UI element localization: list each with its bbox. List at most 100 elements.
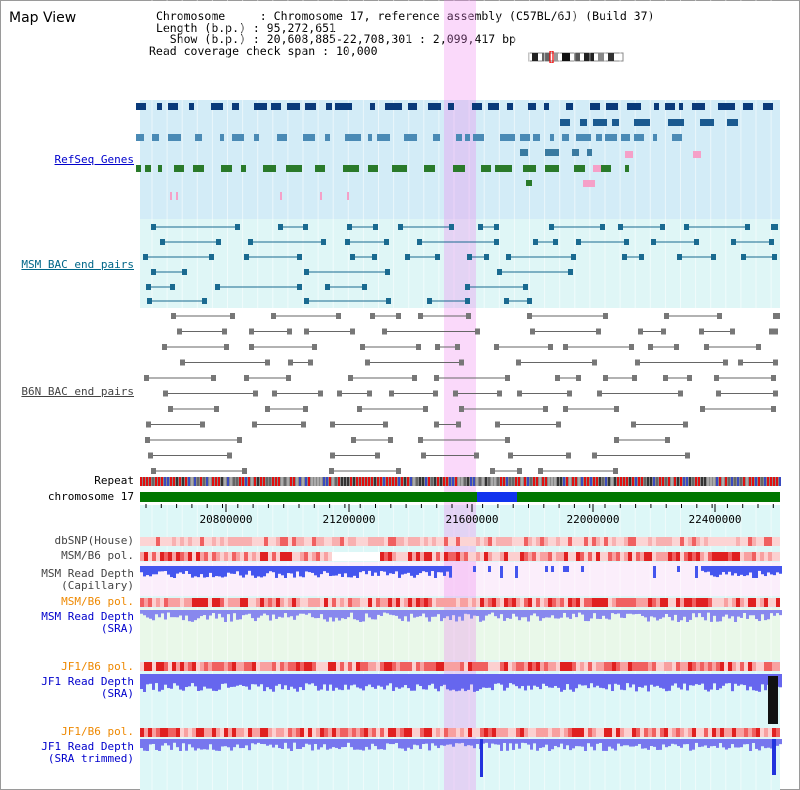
heat-cell xyxy=(452,552,456,561)
heat-cell xyxy=(440,552,444,561)
depth-bar xyxy=(209,674,212,689)
msm-read-depth-capillary-label: MSM Read Depth (Capillary) xyxy=(41,567,134,592)
heat-cell xyxy=(252,728,256,737)
heat-cell xyxy=(440,537,444,546)
heat-cell xyxy=(140,537,144,546)
depth-bar xyxy=(677,566,680,572)
repeat-element xyxy=(407,477,409,486)
gene-feature xyxy=(189,103,194,110)
bac-end xyxy=(530,328,535,335)
heat-cell xyxy=(700,552,704,561)
bac-end xyxy=(677,254,682,260)
depth-bar xyxy=(779,566,782,574)
heat-cell xyxy=(296,552,300,561)
bac-end xyxy=(465,284,470,290)
depth-bar xyxy=(707,610,710,613)
depth-bar xyxy=(674,674,677,684)
bac-end xyxy=(418,313,423,319)
refseq-genes-label[interactable]: RefSeq Genes xyxy=(54,153,134,166)
depth-bar xyxy=(281,674,284,690)
bac-end xyxy=(663,375,668,381)
heat-cell xyxy=(520,537,524,546)
heat-cell xyxy=(512,728,516,737)
depth-bar xyxy=(386,566,389,576)
depth-bar xyxy=(260,739,263,744)
depth-bar xyxy=(428,610,431,622)
heat-cell xyxy=(636,598,640,607)
heat-cell xyxy=(776,552,780,561)
bac-end xyxy=(508,452,513,459)
bac-end xyxy=(373,224,378,230)
depth-bar xyxy=(515,566,518,578)
depth-bar xyxy=(251,674,254,685)
gene-feature xyxy=(580,119,587,126)
heat-cell xyxy=(148,728,152,737)
repeat-element xyxy=(203,477,205,486)
heat-cell xyxy=(636,728,640,737)
repeat-element xyxy=(731,477,733,486)
heat-cell xyxy=(768,662,772,671)
depth-bar xyxy=(473,674,476,692)
heat-cell xyxy=(436,552,440,561)
bac-end xyxy=(566,452,571,459)
bac-end xyxy=(694,239,699,245)
gene-feature xyxy=(232,134,244,141)
depth-bar xyxy=(233,610,236,614)
gene-feature xyxy=(271,103,281,110)
depth-bar xyxy=(422,610,425,614)
depth-bar xyxy=(365,566,368,575)
heat-cell xyxy=(572,598,576,607)
gene-feature xyxy=(305,103,316,110)
depth-bar xyxy=(215,739,218,751)
heat-cell xyxy=(728,537,732,546)
heat-cell xyxy=(228,537,232,546)
depth-bar xyxy=(314,610,317,619)
heat-cell xyxy=(684,537,688,546)
repeat-element xyxy=(491,477,493,486)
heat-cell xyxy=(192,728,196,737)
repeat-element xyxy=(464,477,466,486)
heat-cell xyxy=(724,728,728,737)
depth-bar xyxy=(572,674,575,692)
bac-end xyxy=(336,313,341,319)
depth-bar xyxy=(728,739,731,749)
depth-bar xyxy=(380,610,383,616)
bac-end xyxy=(555,375,560,381)
depth-bar xyxy=(467,610,470,615)
heat-cell xyxy=(648,728,652,737)
heat-cell xyxy=(208,537,212,546)
heat-cell xyxy=(184,552,188,561)
repeat-element xyxy=(698,477,700,486)
heat-cell xyxy=(560,728,564,737)
depth-bar xyxy=(446,674,449,690)
bac-end xyxy=(773,313,778,319)
heat-cell xyxy=(356,662,360,671)
heat-cell xyxy=(464,552,468,561)
depth-bar xyxy=(152,610,155,621)
depth-bar xyxy=(467,674,470,690)
msm-bac-label[interactable]: MSM BAC end pairs xyxy=(21,258,134,271)
heat-cell xyxy=(404,552,408,561)
bac-end xyxy=(162,344,167,350)
repeat-element xyxy=(611,477,613,486)
depth-bar xyxy=(410,566,413,576)
heat-cell xyxy=(416,728,420,737)
heat-cell xyxy=(572,728,576,737)
heat-cell xyxy=(736,598,740,607)
depth-bar xyxy=(707,739,710,748)
heat-cell xyxy=(620,537,624,546)
bac-end xyxy=(490,468,495,474)
chromosome-ideogram[interactable] xyxy=(528,51,626,63)
heat-cell xyxy=(748,598,752,607)
heat-cell xyxy=(160,537,164,546)
gene-feature xyxy=(277,134,287,141)
heat-cell xyxy=(556,662,560,671)
heat-cell xyxy=(560,552,564,561)
b6n-bac-label[interactable]: B6N BAC end pairs xyxy=(21,385,134,398)
bac-end xyxy=(345,239,350,245)
depth-bar xyxy=(401,739,404,749)
heat-cell xyxy=(596,552,600,561)
bac-end xyxy=(211,375,216,381)
bac-end xyxy=(660,224,665,230)
